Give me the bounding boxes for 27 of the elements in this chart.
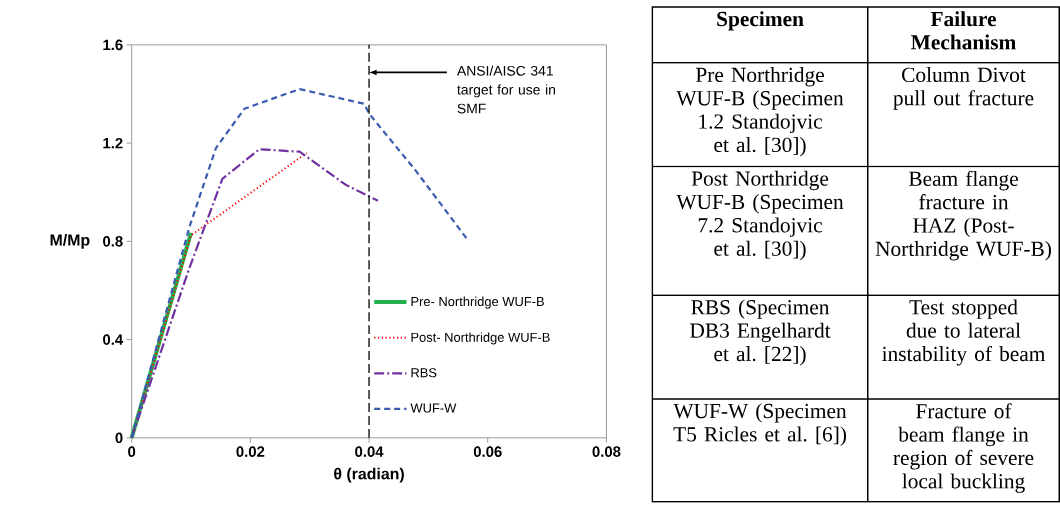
ref-line-label: ANSI/AISC 341 target for use in SMF: [456, 65, 555, 114]
text: Post Northridge WUF-B (Specimen 7.2 Standojvic et al. [30]): [676, 170, 844, 261]
legend-label: WUF-W: [410, 403, 457, 413]
text: Test stopped due to lateral instability of beam: [882, 299, 1046, 366]
text: Failure Mechanism: [911, 11, 1016, 50]
x-tick-label: 0: [128, 446, 136, 458]
text: Specimen: [717, 11, 804, 31]
x-tick-label: 0.08: [592, 446, 621, 458]
text: RBS (Specimen DB3 Engelhardt et al. [22]): [690, 299, 831, 366]
x-tick-label: 0.06: [473, 446, 502, 458]
y-tick-label: 1.6: [103, 39, 123, 51]
legend-label: Pre- Northridge WUF-B: [411, 296, 544, 309]
y-axis-title: M/Mp: [50, 234, 90, 249]
y-tick-label: 0.8: [103, 236, 123, 247]
x-axis-title: θ (radian): [334, 467, 404, 483]
legend-label: Post- Northridge WUF-B: [411, 332, 550, 345]
legend-label: RBS: [411, 368, 437, 378]
text: Column Divot pull out fracture: [893, 67, 1034, 110]
y-tick-label: 0.4: [103, 334, 124, 346]
y-tick-label: 0: [115, 432, 123, 444]
text: Pre Northridge WUF-B (Specimen 1.2 Standojvic et al. [30]): [676, 67, 844, 157]
text: Beam flange fracture in HAZ (Post-Northridge WUF-B): [875, 170, 1051, 261]
y-tick-label: 1.2: [103, 138, 123, 149]
text: Fracture of beam flange in region of severe local buckling: [893, 403, 1034, 494]
x-tick-label: 0.04: [355, 446, 384, 458]
x-tick-label: 0.02: [236, 446, 265, 458]
text: WUF-W (Specimen T5 Ricles et al. [6]): [673, 403, 847, 447]
